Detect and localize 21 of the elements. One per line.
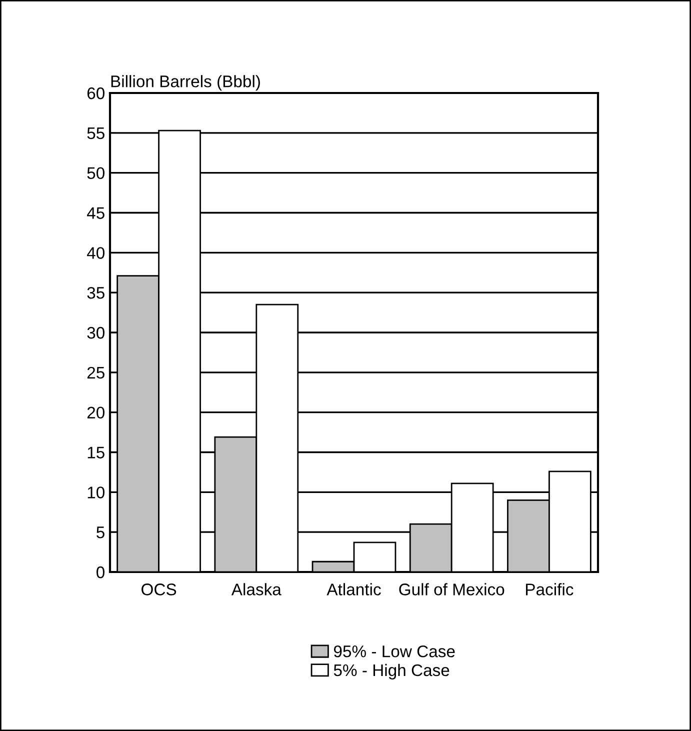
y-tick-label: 60 — [87, 87, 104, 100]
y-tick-label: 30 — [87, 326, 104, 339]
y-tick-label: 50 — [87, 167, 104, 180]
y-tick-label: 10 — [88, 486, 104, 498]
y-tick-label: 55 — [87, 127, 104, 140]
legend-label: 95% - Low Case — [334, 645, 455, 658]
x-tick-label: Gulf of Mexico — [399, 583, 504, 596]
y-tick-label: 20 — [87, 406, 104, 419]
y-tick-label: 40 — [86, 247, 104, 259]
x-tick-label: Pacific — [526, 583, 574, 596]
x-tick-label: Atlantic — [326, 583, 381, 596]
y-axis-title: Billion Barrels (Bbbl) — [111, 75, 260, 91]
y-tick-label: 25 — [87, 366, 104, 379]
y-tick-label: 45 — [86, 207, 104, 219]
y-tick-label: 15 — [88, 446, 104, 458]
legend-label: 5% - High Case — [334, 664, 450, 680]
y-tick-label: 0 — [96, 566, 104, 578]
x-tick-label: Alaska — [231, 583, 282, 596]
x-tick-label: OCS — [142, 584, 176, 596]
y-tick-label: 35 — [87, 286, 104, 299]
y-tick-label: 5 — [96, 526, 104, 538]
